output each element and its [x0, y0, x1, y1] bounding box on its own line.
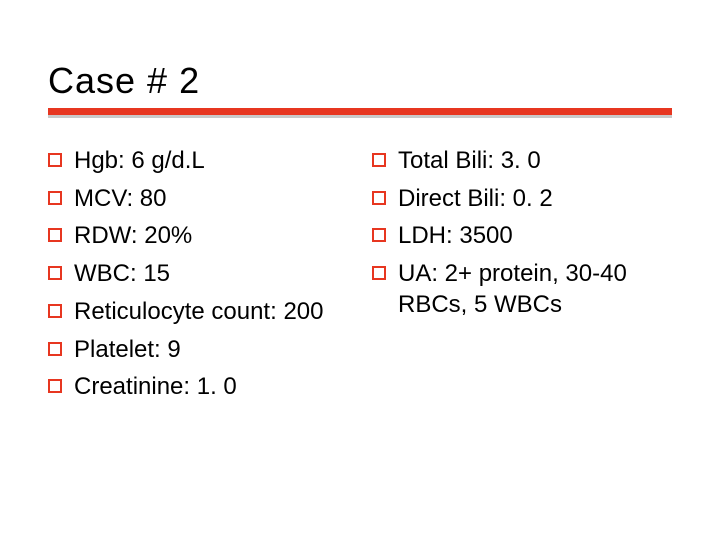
slide-title: Case # 2 [48, 60, 672, 102]
item-label: Creatinine: 1. 0 [74, 372, 237, 403]
square-bullet-icon [48, 342, 62, 356]
item-label: Platelet: 9 [74, 335, 181, 366]
list-item: LDH: 3500 [372, 221, 672, 252]
list-item: Direct Bili: 0. 2 [372, 184, 672, 215]
square-bullet-icon [48, 304, 62, 318]
item-label: MCV: 80 [74, 184, 166, 215]
list-item: Platelet: 9 [48, 335, 348, 366]
divider-secondary [48, 115, 672, 118]
square-bullet-icon [48, 153, 62, 167]
square-bullet-icon [372, 266, 386, 280]
list-item: MCV: 80 [48, 184, 348, 215]
item-label: WBC: 15 [74, 259, 170, 290]
item-label: UA: 2+ protein, 30-40 RBCs, 5 WBCs [398, 259, 672, 320]
list-item: WBC: 15 [48, 259, 348, 290]
item-label: LDH: 3500 [398, 221, 513, 252]
list-item: Hgb: 6 g/d.L [48, 146, 348, 177]
item-label: Total Bili: 3. 0 [398, 146, 541, 177]
square-bullet-icon [48, 191, 62, 205]
list-item: Creatinine: 1. 0 [48, 372, 348, 403]
square-bullet-icon [372, 228, 386, 242]
slide-container: Case # 2 Hgb: 6 g/d.L MCV: 80 RDW: 20% W… [0, 0, 720, 540]
content-columns: Hgb: 6 g/d.L MCV: 80 RDW: 20% WBC: 15 Re… [48, 146, 672, 410]
square-bullet-icon [48, 228, 62, 242]
list-item: RDW: 20% [48, 221, 348, 252]
divider-primary [48, 108, 672, 115]
item-label: Hgb: 6 g/d.L [74, 146, 205, 177]
item-label: Direct Bili: 0. 2 [398, 184, 553, 215]
square-bullet-icon [372, 153, 386, 167]
title-divider [48, 108, 672, 118]
square-bullet-icon [48, 266, 62, 280]
list-item: UA: 2+ protein, 30-40 RBCs, 5 WBCs [372, 259, 672, 320]
right-column: Total Bili: 3. 0 Direct Bili: 0. 2 LDH: … [372, 146, 672, 410]
square-bullet-icon [48, 379, 62, 393]
square-bullet-icon [372, 191, 386, 205]
list-item: Total Bili: 3. 0 [372, 146, 672, 177]
list-item: Reticulocyte count: 200 [48, 297, 348, 328]
item-label: RDW: 20% [74, 221, 192, 252]
item-label: Reticulocyte count: 200 [74, 297, 323, 328]
left-column: Hgb: 6 g/d.L MCV: 80 RDW: 20% WBC: 15 Re… [48, 146, 348, 410]
